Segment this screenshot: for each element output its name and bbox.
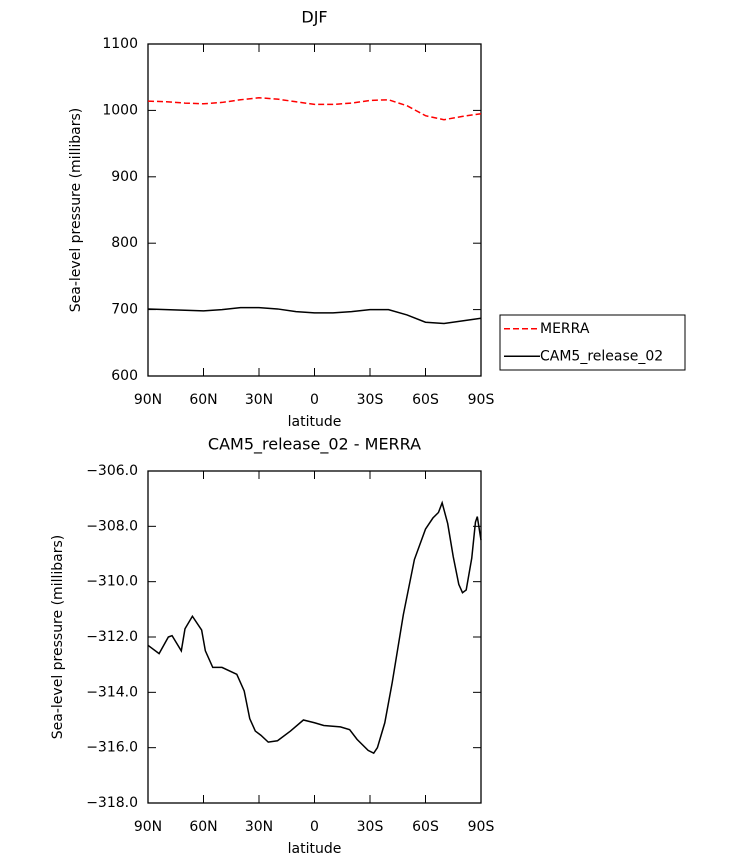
x-axis-label: latitude bbox=[288, 841, 342, 857]
x-tick-label: 60N bbox=[189, 819, 217, 835]
y-tick-label: 900 bbox=[111, 169, 138, 185]
x-tick-label: 60S bbox=[412, 819, 439, 835]
x-tick-label: 90S bbox=[468, 819, 495, 835]
y-tick-label: −318.0 bbox=[86, 795, 138, 811]
y-tick-label: −314.0 bbox=[86, 684, 138, 700]
line-series bbox=[147, 306, 482, 325]
line-series bbox=[147, 500, 482, 755]
x-tick-label: 90S bbox=[468, 392, 495, 408]
x-tick-label: 30N bbox=[245, 392, 273, 408]
y-axis-label: Sea-level pressure (millibars) bbox=[50, 535, 66, 739]
chart-title: DJF bbox=[301, 8, 327, 27]
y-tick-label: −306.0 bbox=[86, 463, 138, 479]
y-tick-label: −312.0 bbox=[86, 629, 138, 645]
y-tick-label: 1000 bbox=[102, 102, 138, 118]
line-series bbox=[147, 97, 482, 121]
x-tick-label: 60N bbox=[189, 392, 217, 408]
y-axis-label: Sea-level pressure (millibars) bbox=[68, 108, 84, 312]
legend-label: CAM5_release_02 bbox=[540, 348, 663, 364]
x-tick-label: 30S bbox=[357, 819, 384, 835]
legend-label: MERRA bbox=[540, 321, 590, 337]
y-tick-label: −316.0 bbox=[86, 740, 138, 756]
x-tick-label: 90N bbox=[134, 392, 162, 408]
y-tick-label: 1100 bbox=[102, 36, 138, 52]
y-tick-label: −308.0 bbox=[86, 518, 138, 534]
x-tick-label: 30S bbox=[357, 392, 384, 408]
y-tick-label: −310.0 bbox=[86, 574, 138, 590]
x-tick-label: 30N bbox=[245, 819, 273, 835]
x-tick-label: 0 bbox=[310, 819, 319, 835]
y-tick-label: 600 bbox=[111, 368, 138, 384]
x-axis-label: latitude bbox=[288, 414, 342, 430]
x-tick-label: 60S bbox=[412, 392, 439, 408]
legend-box bbox=[499, 314, 686, 371]
chart-title: CAM5_release_02 - MERRA bbox=[208, 435, 421, 455]
x-tick-label: 90N bbox=[134, 819, 162, 835]
y-tick-label: 700 bbox=[111, 302, 138, 318]
y-tick-label: 800 bbox=[111, 235, 138, 251]
plot-frame bbox=[147, 43, 482, 377]
x-tick-label: 0 bbox=[310, 392, 319, 408]
